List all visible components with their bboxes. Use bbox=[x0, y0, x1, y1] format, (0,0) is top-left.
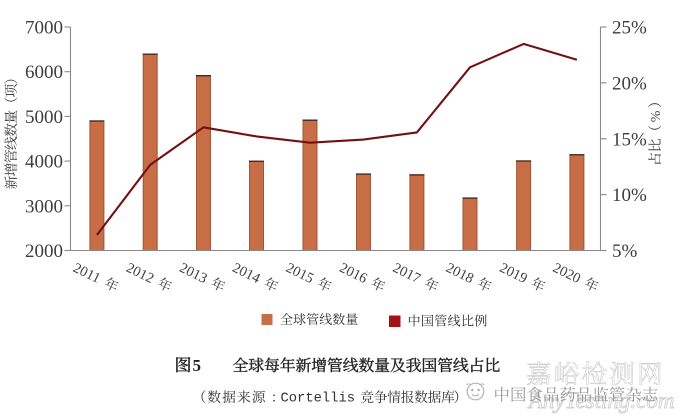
svg-text:Cortellis: Cortellis bbox=[281, 391, 356, 407]
svg-text:2000: 2000 bbox=[25, 241, 63, 262]
svg-text:25%: 25% bbox=[612, 18, 647, 39]
svg-text:7000: 7000 bbox=[25, 18, 63, 39]
svg-text:10%: 10% bbox=[612, 185, 647, 206]
svg-text:6000: 6000 bbox=[25, 62, 63, 83]
svg-text:5: 5 bbox=[193, 356, 202, 375]
svg-text:5000: 5000 bbox=[25, 107, 63, 128]
svg-text:4000: 4000 bbox=[25, 152, 63, 173]
svg-text:15%: 15% bbox=[612, 129, 647, 150]
svg-text:20%: 20% bbox=[612, 73, 647, 94]
svg-text:3000: 3000 bbox=[25, 196, 63, 217]
svg-text:5%: 5% bbox=[612, 241, 638, 262]
svg-text:%: % bbox=[649, 110, 664, 122]
